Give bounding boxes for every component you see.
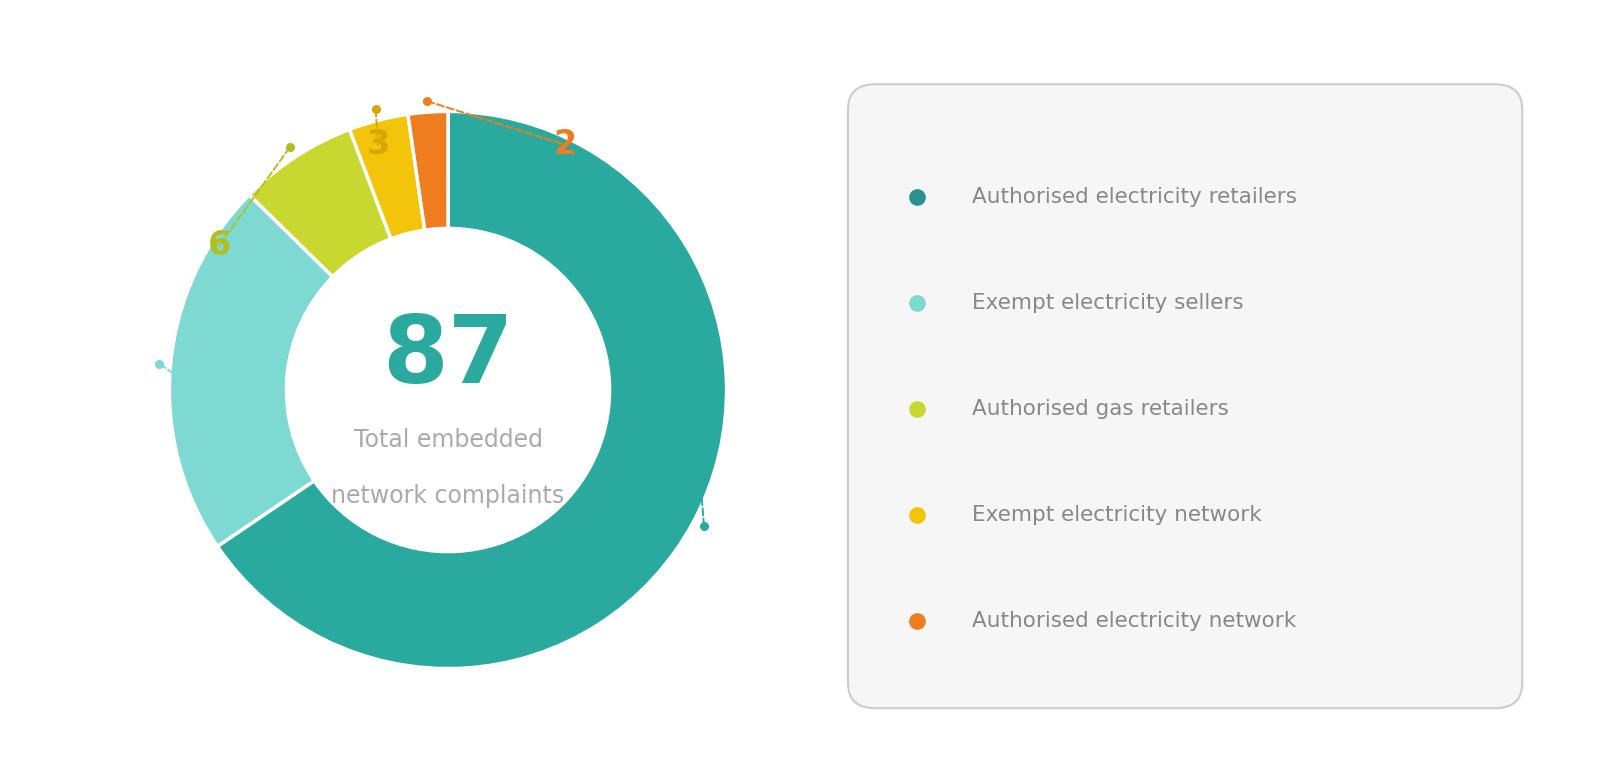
Wedge shape	[218, 112, 726, 668]
Text: Authorised electricity retailers: Authorised electricity retailers	[971, 186, 1298, 207]
Text: Exempt electricity sellers: Exempt electricity sellers	[971, 292, 1243, 313]
Text: 6: 6	[208, 229, 230, 261]
FancyBboxPatch shape	[848, 84, 1522, 708]
Text: Exempt electricity network: Exempt electricity network	[971, 505, 1261, 525]
Text: 2: 2	[554, 129, 576, 161]
Text: Total embedded: Total embedded	[354, 428, 542, 452]
Text: 19: 19	[174, 374, 221, 406]
Text: Authorised gas retailers: Authorised gas retailers	[971, 399, 1229, 419]
Text: network complaints: network complaints	[331, 484, 565, 508]
Text: 3: 3	[366, 129, 390, 161]
Wedge shape	[408, 112, 448, 230]
Text: 57: 57	[670, 374, 717, 406]
Text: Authorised electricity network: Authorised electricity network	[971, 611, 1296, 631]
Wedge shape	[349, 115, 424, 239]
Wedge shape	[170, 195, 333, 546]
Wedge shape	[250, 129, 390, 277]
Text: 87: 87	[382, 310, 514, 402]
